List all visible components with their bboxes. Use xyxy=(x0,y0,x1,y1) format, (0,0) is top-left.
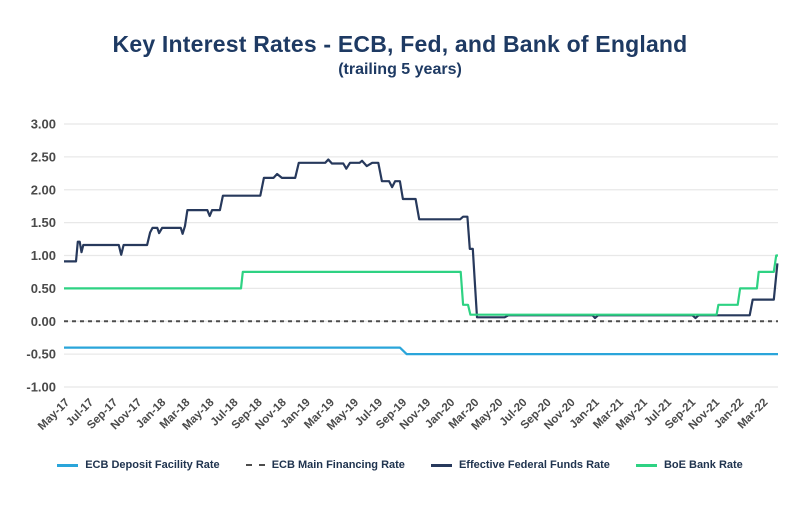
chart-title: Key Interest Rates - ECB, Fed, and Bank … xyxy=(112,31,688,57)
legend-swatch-ecb-main-financing-rate xyxy=(245,464,265,466)
y-axis-tick-label: 1.00 xyxy=(31,248,56,263)
y-axis-tick-label: 2.50 xyxy=(31,149,56,164)
legend-swatch-ecb-deposit-facility-rate xyxy=(57,463,79,467)
effective-federal-funds-rate-line xyxy=(64,158,779,320)
y-axis-tick-label: 0.00 xyxy=(31,314,56,329)
legend-swatch-effective-federal-funds-rate xyxy=(430,463,452,467)
chart-legend: ECB Deposit Facility Rate ECB Main Financ… xyxy=(0,459,800,471)
legend-label-effective-federal-funds-rate: Effective Federal Funds Rate xyxy=(458,459,610,471)
legend-label-boe-bank-rate: BoE Bank Rate xyxy=(663,459,743,471)
chart-subtitle: (trailing 5 years) xyxy=(338,61,462,78)
boe-bank-rate-line xyxy=(64,254,778,316)
legend-item-effective-federal-funds-rate: Effective Federal Funds Rate xyxy=(430,459,610,471)
y-axis-tick-label: 3.00 xyxy=(31,117,56,132)
y-axis-tick-label: 2.00 xyxy=(31,182,56,197)
legend-item-ecb-main-financing-rate: ECB Main Financing Rate xyxy=(245,459,405,471)
y-axis-tick-label: 1.50 xyxy=(31,215,56,230)
y-axis-tick-label: 0.50 xyxy=(31,281,56,296)
legend-item-ecb-deposit-facility-rate: ECB Deposit Facility Rate xyxy=(57,459,220,471)
legend-item-boe-bank-rate: BoE Bank Rate xyxy=(635,459,743,471)
ecb-deposit-facility-rate-line xyxy=(64,346,778,356)
legend-label-ecb-main-financing-rate: ECB Main Financing Rate xyxy=(271,459,405,471)
legend-label-ecb-deposit-facility-rate: ECB Deposit Facility Rate xyxy=(85,459,220,471)
x-axis-tick-label: May-17 xyxy=(36,397,72,433)
y-axis-tick-label: -1.00 xyxy=(26,380,56,395)
legend-swatch-boe-bank-rate xyxy=(635,463,657,467)
y-axis-tick-label: -0.50 xyxy=(26,347,56,362)
